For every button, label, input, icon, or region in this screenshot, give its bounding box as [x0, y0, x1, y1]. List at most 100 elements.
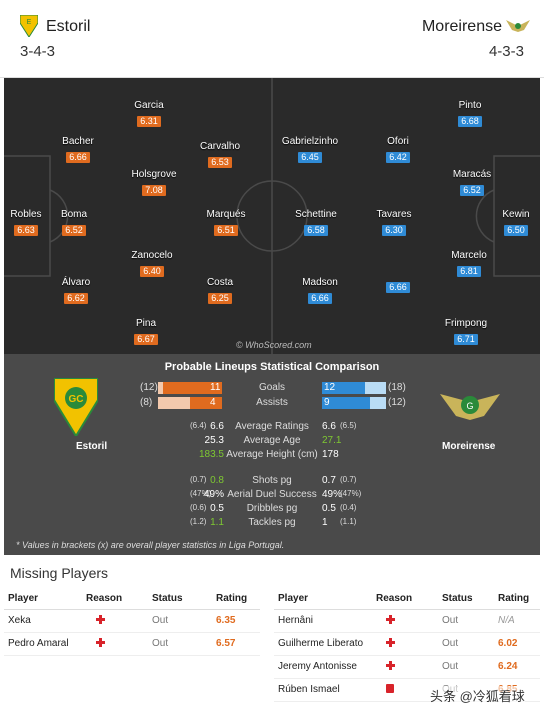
player-home[interactable]: Álvaro 6.62: [46, 277, 106, 306]
player-name: Pinto: [458, 100, 482, 111]
player-name: Kewin: [502, 209, 530, 220]
missing-title: Missing Players: [10, 565, 109, 581]
status-cell: Out: [442, 609, 498, 633]
stat-label: Average Height (cm): [226, 449, 318, 460]
player-away[interactable]: Schettine 6.58: [286, 209, 346, 238]
player-rating: 6.52: [460, 185, 484, 196]
player-name[interactable]: Jeremy Antonisse: [274, 655, 376, 679]
moreirense-logo-icon: [506, 18, 530, 39]
player-name: Garcia: [134, 100, 164, 111]
home-value: 25.3: [204, 435, 224, 446]
player-name: Ofori: [387, 136, 409, 147]
player-name: Carvalho: [199, 141, 241, 152]
table-row[interactable]: Jeremy Antonisse Out 6.24: [274, 655, 540, 679]
stat-label: Aerial Duel Success: [227, 489, 317, 500]
estoril-logo-icon: E: [19, 14, 39, 42]
home-team-name[interactable]: Estoril: [46, 18, 91, 35]
injury-icon: [96, 614, 105, 624]
player-rating: 6.58: [304, 225, 328, 236]
home-bar-fill: [163, 382, 222, 394]
player-rating: 6.30: [382, 225, 406, 236]
injury-icon: [386, 614, 395, 624]
stat-label: Tackles pg: [248, 517, 296, 528]
reason-cell: [376, 609, 442, 633]
away-missing-table: Player Reason Status Rating Hernâni Out N/…: [274, 589, 540, 702]
player-away[interactable]: Gabrielzinho 6.45: [280, 136, 340, 165]
svg-text:E: E: [27, 19, 32, 26]
reason-cell: [376, 678, 442, 702]
player-away[interactable]: Pinto 6.68: [440, 100, 500, 129]
rating-cell: 6.24: [498, 655, 540, 679]
stat-row: (1.2) 1.1 Tackles pg 1 (1.1): [4, 517, 540, 529]
player-away[interactable]: Kewin 6.50: [486, 209, 540, 238]
col-status: Status: [442, 589, 498, 610]
player-rating: 6.53: [208, 157, 232, 168]
reason-cell: [86, 609, 152, 633]
away-value: 12: [324, 382, 336, 393]
player-home[interactable]: Boma 6.52: [44, 209, 104, 238]
status-cell: Out: [442, 632, 498, 656]
lineup-pitch: Garcia 6.31 Bacher 6.66 Carvalho 6.53 Holsgrov…: [4, 78, 540, 354]
player-home[interactable]: Costa 6.25: [190, 277, 250, 306]
table-row[interactable]: Guilherme Liberato Out 6.02: [274, 632, 540, 656]
comparison-title: Probable Lineups Statistical Comparison: [164, 361, 380, 373]
reason-cell: [376, 655, 442, 679]
player-away[interactable]: Tavares 6.30: [364, 209, 424, 238]
player-name: Pina: [135, 318, 156, 329]
stat-row: 183.5 Average Height (cm) 178: [4, 449, 540, 461]
player-home[interactable]: Zanocelo 6.40: [122, 250, 182, 279]
player-rating: 6.63: [14, 225, 38, 236]
player-name[interactable]: Rúben Ismael: [274, 678, 376, 702]
status-cell: Out: [442, 655, 498, 679]
away-team-label: Moreirense: [442, 441, 496, 452]
player-home[interactable]: Carvalho 6.53: [190, 141, 250, 170]
player-name[interactable]: Guilherme Liberato: [274, 632, 376, 656]
home-overall: (1.2): [190, 517, 207, 526]
stat-label: Average Ratings: [235, 421, 309, 432]
away-overall: (0.4): [340, 503, 357, 512]
player-away[interactable]: Frimpong 6.71: [436, 318, 496, 347]
player-home[interactable]: Marqués 6.51: [196, 209, 256, 238]
home-team-label: Estoril: [76, 441, 108, 452]
col-player: Player: [4, 589, 86, 610]
status-cell: Out: [152, 609, 216, 633]
rating-cell: N/A: [498, 609, 540, 633]
home-overall: (47%): [190, 489, 212, 498]
reason-cell: [376, 632, 442, 656]
player-name[interactable]: Xeka: [4, 609, 86, 633]
home-missing-table: Player Reason Status Rating Xeka Out 6.35 P…: [4, 589, 260, 656]
player-away[interactable]: Maracás 6.52: [442, 169, 502, 198]
table-row[interactable]: Xeka Out 6.35: [4, 609, 260, 633]
stat-bar-row: (12) 11 Goals 12 (18): [4, 382, 540, 394]
home-value: 1.1: [210, 517, 224, 528]
player-away[interactable]: Madson 6.66: [290, 277, 350, 306]
table-row[interactable]: Pedro Amaral Out 6.57: [4, 632, 260, 656]
away-overall: (18): [388, 382, 406, 393]
home-overall: (12): [140, 382, 158, 393]
away-overall: (1.1): [340, 517, 357, 526]
home-bar-fill: [190, 397, 222, 409]
match-header: E Estoril 3-4-3 Moreirense 4-3-3: [0, 0, 544, 78]
home-overall: (6.4): [190, 421, 207, 430]
home-overall: (0.6): [190, 503, 207, 512]
player-away[interactable]: 6.66: [368, 277, 428, 295]
away-value: 0.5: [322, 503, 336, 514]
away-value: 27.1: [322, 435, 342, 446]
home-value: 183.5: [198, 449, 224, 460]
player-home[interactable]: Robles 6.63: [4, 209, 56, 238]
player-name[interactable]: Hernâni: [274, 609, 376, 633]
player-home[interactable]: Garcia 6.31: [119, 100, 179, 129]
player-name: Álvaro: [61, 277, 91, 288]
home-formation: 3-4-3: [20, 43, 56, 60]
player-away[interactable]: Ofori 6.42: [368, 136, 428, 165]
player-home[interactable]: Bacher 6.66: [48, 136, 108, 165]
player-home[interactable]: Pina 6.67: [116, 318, 176, 347]
stat-row: (47%) 49% Aerial Duel Success 49% (47%): [4, 489, 540, 501]
player-away[interactable]: Marcelo 6.81: [439, 250, 499, 279]
away-team-name[interactable]: Moreirense: [421, 18, 502, 35]
table-row[interactable]: Hernâni Out N/A: [274, 609, 540, 633]
player-home[interactable]: Holsgrove 7.08: [124, 169, 184, 198]
player-name[interactable]: Pedro Amaral: [4, 632, 86, 656]
stat-row: 25.3 Average Age 27.1: [4, 435, 540, 447]
stat-bar-row: (8) 4 Assists 9 (12): [4, 397, 540, 409]
